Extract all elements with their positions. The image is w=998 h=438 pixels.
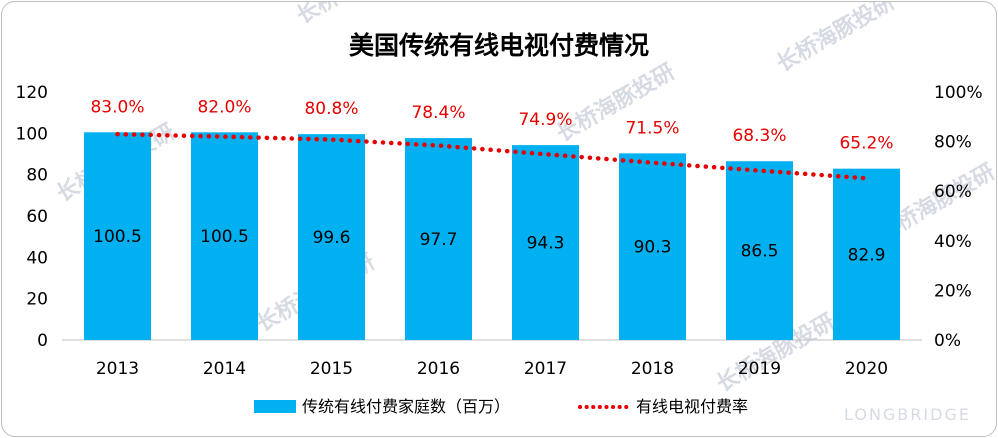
rate-labels: 83.0% 82.0% 80.8% 78.4% 74.9% 71.5% 68.3% 65.2%: [90, 97, 893, 153]
bar-value-label: 86.5: [741, 242, 779, 262]
left-tick-label: 80: [26, 166, 48, 186]
rate-value-label: 71.5%: [625, 118, 679, 138]
right-tick-label: 80%: [934, 133, 972, 153]
bar: [191, 132, 258, 340]
left-tick-label: 0: [37, 331, 48, 351]
left-tick-label: 60: [26, 207, 48, 227]
legend-line-label: 有线电视付费率: [636, 397, 748, 416]
bar: [833, 168, 900, 340]
x-tick-label: 2017: [524, 359, 567, 379]
left-tick-label: 100: [16, 124, 48, 144]
chart-title: 美国传统有线电视付费情况: [349, 31, 649, 60]
x-tick-label: 2020: [845, 359, 888, 379]
rate-value-label: 74.9%: [518, 110, 572, 130]
bar: [619, 153, 686, 340]
right-axis: 0% 20% 40% 60% 80% 100%: [934, 83, 983, 351]
rate-line: [115, 131, 869, 181]
left-axis: 0 20 40 60 80 100 120: [16, 83, 48, 351]
right-tick-label: 0%: [934, 331, 961, 351]
rate-value-label: 78.4%: [411, 103, 465, 123]
x-axis: 2013 2014 2015 2016 2017 2018 2019 2020: [96, 359, 888, 379]
left-tick-label: 120: [16, 83, 48, 103]
bar: [298, 134, 365, 340]
watermark-brand: LONGBRIDGE: [844, 405, 971, 424]
bar-value-label: 100.5: [200, 227, 249, 247]
x-tick-label: 2018: [631, 359, 674, 379]
bar: [84, 132, 151, 340]
bar-value-label: 94.3: [527, 234, 565, 254]
legend: 传统有线付费家庭数（百万） 有线电视付费率: [254, 397, 748, 416]
bar-value-label: 97.7: [420, 230, 458, 250]
bar-value-label: 82.9: [848, 245, 886, 265]
bar: [726, 161, 793, 340]
left-tick-label: 40: [26, 248, 48, 268]
right-tick-label: 60%: [934, 182, 972, 202]
bar-series: [84, 132, 900, 340]
bar-value-label: 99.6: [313, 228, 351, 248]
rate-value-label: 65.2%: [839, 134, 893, 154]
x-tick-label: 2016: [417, 359, 460, 379]
x-tick-label: 2015: [310, 359, 353, 379]
right-tick-label: 40%: [934, 232, 972, 252]
rate-value-label: 80.8%: [304, 99, 358, 119]
legend-bar-label: 传统有线付费家庭数（百万）: [302, 397, 510, 416]
left-tick-label: 20: [26, 290, 48, 310]
x-tick-label: 2019: [738, 359, 781, 379]
rate-line-series: [115, 131, 869, 181]
watermark-text: 长桥海豚投研: [292, 2, 419, 29]
bar: [405, 138, 472, 340]
legend-bar-swatch: [254, 400, 296, 413]
watermark-text: 长桥海豚投研: [772, 2, 899, 77]
right-tick-label: 100%: [934, 83, 983, 103]
rate-value-label: 68.3%: [732, 126, 786, 146]
rate-value-label: 83.0%: [90, 97, 144, 117]
bar-labels: 100.5 100.5 99.6 97.7 94.3 90.3 86.5 82.9: [93, 227, 885, 265]
x-tick-label: 2014: [203, 359, 246, 379]
x-tick-label: 2013: [96, 359, 139, 379]
bar-value-label: 90.3: [634, 238, 672, 258]
rate-value-label: 82.0%: [197, 97, 251, 117]
bar-value-label: 100.5: [93, 227, 142, 247]
right-tick-label: 20%: [934, 281, 972, 301]
bar: [512, 145, 579, 340]
